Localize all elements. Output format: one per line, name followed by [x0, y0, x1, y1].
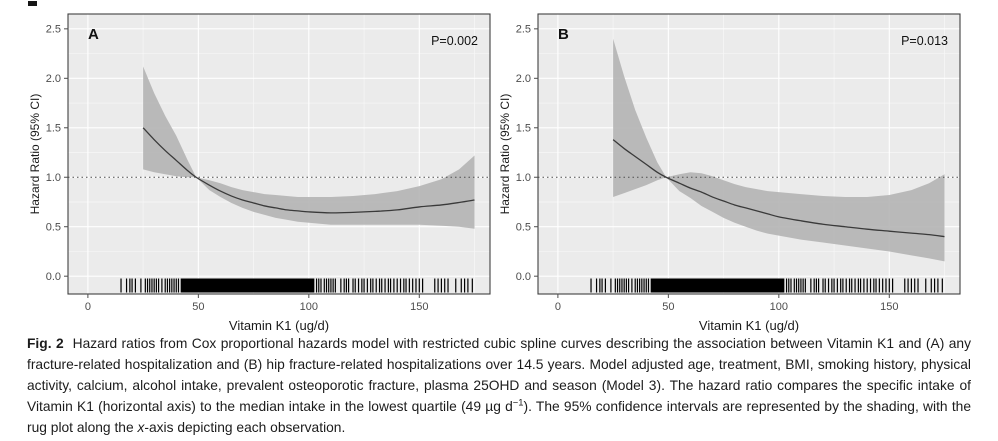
x-axis-title: Vitamin K1 (ug/d) — [699, 318, 799, 333]
y-tick-label: 1.0 — [46, 172, 61, 184]
y-tick-label: 2.5 — [516, 24, 531, 36]
x-tick-label: 100 — [770, 301, 788, 313]
rug-dense-band — [650, 278, 785, 293]
figure-caption: Fig. 2 Hazard ratios from Cox proportiona… — [27, 333, 971, 438]
panel-border — [67, 13, 491, 295]
caption-segment: −1 — [512, 397, 524, 408]
y-tick-label: 0.5 — [516, 222, 531, 234]
y-tick-label: 0.0 — [516, 271, 531, 283]
y-tick-label: 0.5 — [46, 222, 61, 234]
hazard-ratio-curve — [612, 139, 945, 238]
x-tick-label: 150 — [880, 301, 898, 313]
y-axis-title: Hazard Ratio (95% CI) — [498, 94, 512, 215]
p-value-label: P=0.013 — [901, 34, 948, 48]
x-tick-label: 100 — [300, 301, 318, 313]
y-tick-label: 1.0 — [516, 172, 531, 184]
x-tick-label: 50 — [192, 301, 204, 313]
panel-border — [537, 13, 961, 295]
rug-dense-band — [180, 278, 315, 293]
panel-b-chart: 0 50 100 150 0.0 0.5 1.0 1.5 2.0 2.5 Vitamin K1 (u… — [498, 13, 961, 333]
caption-segment: Fig. 2 — [27, 336, 64, 351]
y-tick-label: 2.0 — [516, 73, 531, 85]
x-tick-label: 0 — [85, 301, 91, 313]
caption-segment: x — [137, 420, 145, 436]
panel-label: A — [88, 26, 99, 43]
panel-label: B — [558, 26, 569, 43]
figure-2: 0 50 100 150 0.0 0.5 1.0 1.5 2.0 2.5 Vitamin K1 (u… — [28, 3, 968, 333]
panel-a-chart: 0 50 100 150 0.0 0.5 1.0 1.5 2.0 2.5 Vitamin K1 (u… — [28, 13, 491, 333]
y-tick-label: 2.0 — [46, 73, 61, 85]
x-tick-label: 50 — [662, 301, 674, 313]
y-tick-label: 1.5 — [46, 123, 61, 135]
plot-background — [68, 14, 490, 294]
y-tick-label: 0.0 — [46, 271, 61, 283]
hazard-ratio-curve — [142, 127, 475, 214]
crop-artifact-mark — [28, 1, 37, 6]
caption-segment: Hazard ratios from Cox proportional haza… — [27, 336, 971, 415]
y-tick-label: 1.5 — [516, 123, 531, 135]
caption-segment: -axis depicting each observation. — [144, 420, 346, 436]
x-tick-label: 150 — [410, 301, 428, 313]
p-value-label: P=0.002 — [431, 34, 478, 48]
y-axis-title: Hazard Ratio (95% CI) — [28, 94, 42, 215]
caption-segment: ). The 95% confidence intervals are repr… — [27, 399, 972, 436]
y-tick-label: 2.5 — [46, 24, 61, 36]
confidence-band — [143, 66, 475, 229]
x-axis-title: Vitamin K1 (ug/d) — [229, 318, 329, 333]
confidence-band — [613, 38, 945, 262]
x-tick-label: 0 — [555, 301, 561, 313]
